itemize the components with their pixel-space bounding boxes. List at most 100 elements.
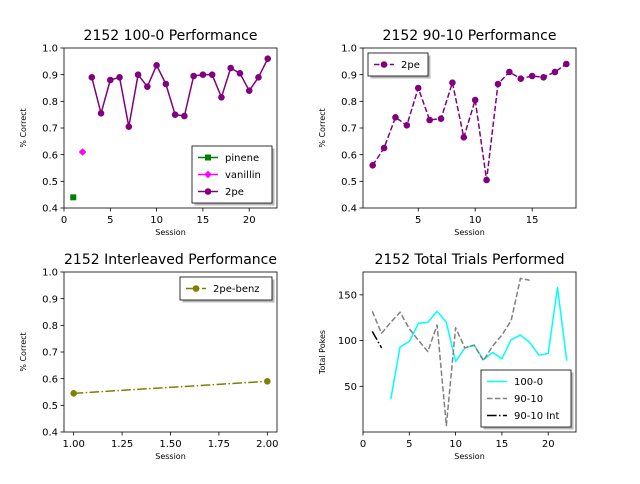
- panel-2: 2152 90-10 Performance 5 10 15 0.4 0.5 0.6 0.7 0…: [318, 28, 577, 237]
- point-2pe: [162, 80, 170, 88]
- point-2pe: [153, 62, 160, 69]
- point-2pe: [236, 70, 244, 77]
- y-tick-label: 0.7: [42, 348, 58, 359]
- y-axis-label: % Correct: [19, 108, 28, 147]
- panel-1: 2152 100-0 Performance 0 5 10 15 20 0.4 0.5 0.6 0…: [19, 28, 278, 237]
- x-tick-label: 20: [542, 439, 555, 450]
- point-2pe: [471, 96, 479, 104]
- y-tick-label: 0.4: [42, 428, 58, 439]
- x-tick-label: 1.00: [63, 439, 85, 450]
- legend-label-vanillin: vanillin: [225, 170, 261, 181]
- legend: 100-0 90-10 90-10 Int: [480, 369, 574, 430]
- chart-title: 2152 100-0 Performance: [84, 28, 258, 44]
- x-axis-label: Session: [155, 452, 186, 461]
- x-tick-label: 5: [406, 439, 412, 450]
- point-2pe: [190, 72, 197, 80]
- legend-label-100-0: 100-0: [514, 377, 543, 388]
- y-tick-label: 0.8: [42, 97, 58, 108]
- point-2pe: [134, 71, 142, 78]
- legend-label-90-10: 90-10: [514, 394, 543, 405]
- point-2pe: [563, 60, 570, 68]
- point-2pe: [208, 71, 216, 78]
- legend-box: [367, 52, 429, 77]
- y-tick-label: 150: [338, 290, 357, 301]
- y-tick-label: 50: [344, 382, 357, 393]
- x-tick-label: 1.75: [208, 439, 230, 450]
- y-tick-label: 1.0: [42, 268, 58, 279]
- y-tick-label: 0.9: [42, 294, 58, 305]
- y-tick-label: 0.7: [341, 124, 357, 135]
- y-tick-label: 0.8: [42, 321, 58, 332]
- legend-label-2pe: 2pe: [401, 60, 420, 71]
- point-2pe: [517, 75, 525, 82]
- axes-frame: [63, 47, 278, 209]
- x-axis-label: Session: [155, 228, 186, 237]
- x-tick-label: 5: [415, 215, 421, 226]
- plot-area: [70, 55, 272, 201]
- y-tick-label: 0.7: [42, 124, 58, 135]
- y-tick-label: 0.6: [42, 374, 58, 385]
- point-2pe-benz: [70, 390, 77, 397]
- point-2pe: [107, 76, 114, 84]
- legend-marker-2pe: [204, 188, 212, 195]
- plot-area: [369, 60, 570, 184]
- point-2pe: [494, 80, 502, 88]
- x-axis-label: Session: [454, 228, 485, 237]
- point-2pe: [181, 112, 188, 120]
- point-2pe: [506, 68, 513, 76]
- x-axis-label: Session: [454, 452, 485, 461]
- legend: 2pe: [367, 52, 431, 79]
- axes-frame: [63, 271, 278, 433]
- x-tick-label: 2.00: [256, 439, 278, 450]
- x-tick-label: 10: [449, 439, 462, 450]
- point-2pe: [540, 74, 547, 81]
- point-2pe: [116, 74, 123, 81]
- y-axis-label: Total Pokes: [318, 330, 327, 375]
- point-2pe: [88, 74, 96, 81]
- x-tick-label: 10: [469, 215, 482, 226]
- y-tick-label: 0.8: [341, 97, 357, 108]
- x-tick-label: 15: [526, 215, 539, 226]
- y-tick-label: 0.6: [42, 150, 58, 161]
- point-2pe: [245, 87, 253, 94]
- point-2pe: [369, 162, 376, 169]
- legend-marker-2pe-benz: [192, 285, 200, 292]
- axes-frame: [362, 47, 577, 209]
- y-tick-label: 0.9: [341, 70, 357, 81]
- y-tick-label: 0.6: [341, 150, 357, 161]
- chart-title: 2152 90-10 Performance: [383, 28, 557, 44]
- point-2pe: [125, 123, 133, 130]
- x-tick-label: 1.50: [159, 439, 181, 450]
- legend-label-2pe-benz: 2pe-benz: [213, 284, 260, 295]
- series-line-90-10: [371, 277, 530, 427]
- legend-box: [179, 276, 273, 301]
- panel-4: 2152 Total Trials Performed 0 5 10 15 20 50 100…: [318, 252, 577, 461]
- point-2pe: [264, 55, 272, 62]
- point-2pe: [460, 134, 468, 141]
- legend: 2pe-benz: [179, 276, 275, 303]
- series-line-90-10-int: [371, 331, 383, 349]
- point-2pe: [171, 111, 179, 118]
- x-tick-label: 0: [61, 215, 67, 226]
- y-axis-label: % Correct: [318, 108, 327, 147]
- point-2pe: [392, 114, 399, 121]
- point-2pe: [426, 116, 433, 124]
- y-tick-label: 0.4: [341, 204, 357, 215]
- point-2pe: [403, 122, 411, 129]
- y-tick-label: 0.5: [341, 177, 357, 188]
- legend-marker-2pe: [380, 61, 388, 68]
- point-2pe: [414, 84, 422, 92]
- series-line-2pe-benz: [73, 380, 268, 395]
- y-axis-label: % Correct: [19, 332, 28, 371]
- legend-label-90-10-int: 90-10 Int: [514, 411, 560, 422]
- y-tick-label: 0.5: [42, 401, 58, 412]
- y-tick-label: 0.4: [42, 204, 58, 215]
- point-2pe-benz: [264, 378, 271, 385]
- legend: pinene vanillin 2pe: [191, 145, 275, 206]
- point-2pe: [218, 94, 225, 101]
- x-tick-label: 0: [360, 439, 366, 450]
- point-pinene: [70, 194, 77, 201]
- point-2pe: [144, 83, 151, 90]
- point-2pe: [255, 74, 262, 81]
